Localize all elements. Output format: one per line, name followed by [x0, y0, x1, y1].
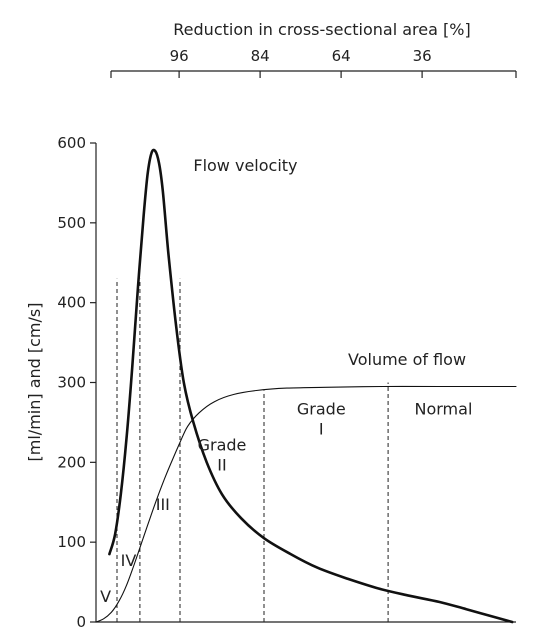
region-label: Normal — [415, 399, 473, 418]
region-label: I — [319, 419, 324, 438]
top-axis-tick-label: 84 — [251, 47, 270, 65]
y-axis-tick-label: 600 — [57, 134, 86, 152]
region-label: Grade — [198, 435, 247, 454]
y-axis-tick-label: 400 — [57, 294, 86, 312]
top-axis-tick-label: 96 — [170, 47, 189, 65]
y-axis-tick-label: 300 — [57, 374, 86, 392]
annotations: Flow velocity Volume of flow — [193, 156, 466, 369]
top-axis-tick-label: 64 — [332, 47, 351, 65]
flow-velocity-line — [108, 148, 514, 624]
y-axis-tick-label: 100 — [57, 533, 86, 551]
series-annotation: Volume of flow — [348, 350, 466, 369]
y-axis-ticks: 0 100 200 300 400 500 600 — [57, 134, 96, 630]
region-label: Grade — [297, 399, 346, 418]
series-annotation: Flow velocity — [193, 156, 297, 175]
grade-dividers — [116, 278, 389, 622]
series-lines — [95, 148, 517, 624]
y-axis-label: [ml/min] and [cm/s] — [25, 303, 44, 462]
y-axis-tick-label: 200 — [57, 453, 86, 471]
region-label: IV — [121, 551, 137, 570]
y-axis-tick-label: 500 — [57, 214, 86, 232]
region-label: II — [217, 455, 226, 474]
top-axis-title: Reduction in cross-sectional area [%] — [173, 20, 470, 39]
region-label: V — [100, 587, 111, 606]
region-label: III — [156, 495, 170, 514]
top-axis-ticks: 96 84 64 36 — [110, 47, 517, 78]
top-axis-tick-label: 36 — [413, 47, 432, 65]
volume-of-flow-line — [95, 385, 517, 623]
y-axis-tick-label: 0 — [76, 613, 86, 630]
